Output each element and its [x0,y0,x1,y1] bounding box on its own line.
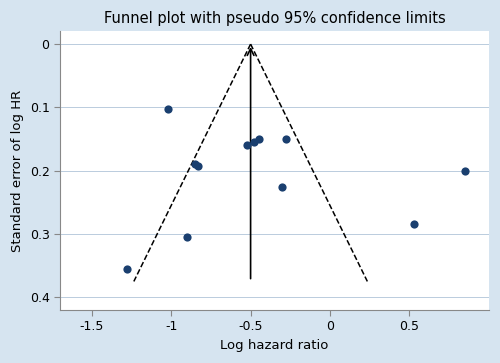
Point [164,106,172,112]
Point [461,168,469,174]
Point [183,234,191,240]
Y-axis label: Standard error of log HR: Standard error of log HR [11,90,24,252]
Title: Funnel plot with pseudo 95% confidence limits: Funnel plot with pseudo 95% confidence l… [104,11,446,26]
Point [250,139,258,145]
Point [244,142,252,148]
Point [194,163,202,168]
Point [254,136,262,142]
Point [278,184,286,189]
Point [122,266,130,272]
Point [410,221,418,227]
Point [191,162,199,167]
X-axis label: Log hazard ratio: Log hazard ratio [220,339,328,352]
Point [282,136,290,142]
